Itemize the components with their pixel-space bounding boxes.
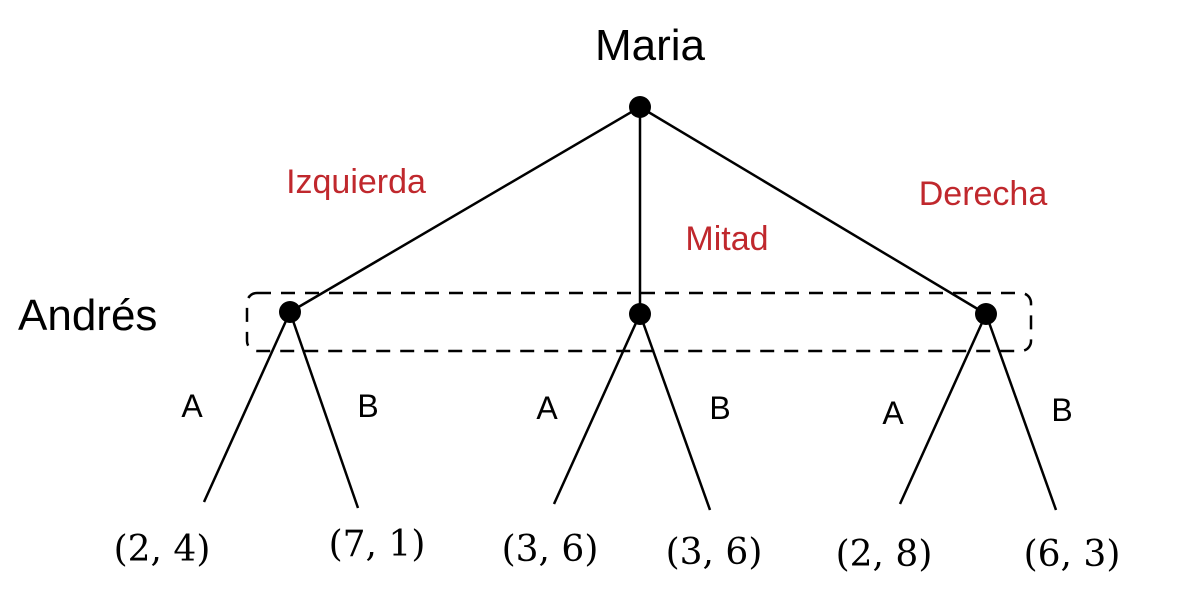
- move-derecha-label: Derecha: [919, 175, 1048, 213]
- action-right-b-label: B: [1051, 392, 1072, 428]
- payoff-left-b: (7, 1): [329, 524, 426, 565]
- action-right-a-label: A: [882, 395, 904, 431]
- move-izquierda-label: Izquierda: [286, 163, 426, 201]
- andres-node-right: [975, 303, 997, 325]
- edge-izquierda: [289, 105, 641, 314]
- action-left-b-label: B: [357, 388, 378, 424]
- edge-right-b: [984, 313, 1058, 511]
- payoff-right-a: (2, 8): [836, 534, 933, 575]
- action-left-a-label: A: [181, 388, 203, 424]
- payoff-left-a: (2, 4): [114, 529, 211, 570]
- payoff-right-b: (6, 3): [1024, 534, 1121, 575]
- player-andres-label: Andrés: [18, 291, 157, 340]
- edge-left-a: [202, 311, 292, 503]
- root-node: [629, 96, 651, 118]
- move-mitad-label: Mitad: [685, 220, 768, 258]
- edge-right-a: [898, 313, 988, 505]
- edge-middle-b: [638, 313, 712, 511]
- edge-middle-a: [552, 313, 642, 505]
- action-middle-b-label: B: [709, 390, 730, 426]
- player-maria-label: Maria: [595, 21, 706, 70]
- action-middle-a-label: A: [536, 390, 558, 426]
- edge-left-b: [288, 311, 360, 509]
- edge-derecha: [639, 105, 987, 316]
- andres-node-middle: [629, 303, 651, 325]
- payoff-middle-a: (3, 6): [502, 529, 599, 570]
- information-set: [245, 291, 1033, 353]
- payoff-middle-b: (3, 6): [666, 532, 763, 573]
- andres-node-left: [279, 301, 301, 323]
